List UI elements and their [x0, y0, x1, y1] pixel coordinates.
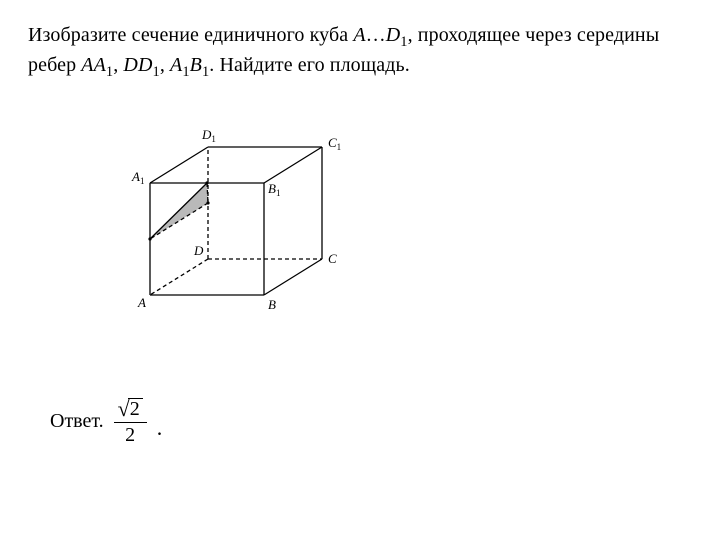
answer-row: Ответ. √ 2 2 . — [50, 396, 692, 447]
problem-fragment: DD1 — [123, 54, 159, 76]
problem-fragment: Изобразите сечение единичного куба — [28, 24, 353, 46]
svg-text:D: D — [193, 243, 204, 258]
svg-text:C: C — [328, 251, 337, 266]
problem-fragment: , — [113, 54, 123, 76]
problem-fragment: D1 — [386, 24, 408, 46]
cube-figure: A B C D A1 B1 C1 D1 — [112, 111, 692, 336]
problem-fragment: . Найдите его площадь. — [209, 54, 410, 76]
svg-text:D1: D1 — [201, 127, 216, 144]
problem-fragment: AA1 — [81, 54, 113, 76]
problem-fragment: , — [160, 54, 170, 76]
problem-fragment: A — [353, 24, 365, 46]
sqrt: √ 2 — [118, 398, 143, 420]
problem-fragment: … — [366, 24, 386, 46]
problem-statement: Изобразите сечение единичного куба A…D1,… — [28, 22, 692, 83]
svg-text:A1: A1 — [131, 169, 144, 186]
answer-label: Ответ. — [50, 410, 104, 433]
fraction-numerator: √ 2 — [114, 396, 147, 422]
cube-svg: A B C D A1 B1 C1 D1 — [112, 111, 352, 331]
svg-text:C1: C1 — [328, 135, 341, 152]
problem-fragment: A1 — [170, 54, 190, 76]
answer-fraction: √ 2 2 — [114, 396, 147, 447]
svg-text:B1: B1 — [268, 181, 280, 198]
sqrt-radicand: 2 — [128, 398, 143, 419]
svg-text:A: A — [137, 295, 146, 310]
problem-fragment: B1 — [190, 54, 210, 76]
svg-text:B: B — [268, 297, 276, 312]
fraction-denominator: 2 — [121, 423, 139, 447]
answer-period: . — [157, 415, 163, 447]
